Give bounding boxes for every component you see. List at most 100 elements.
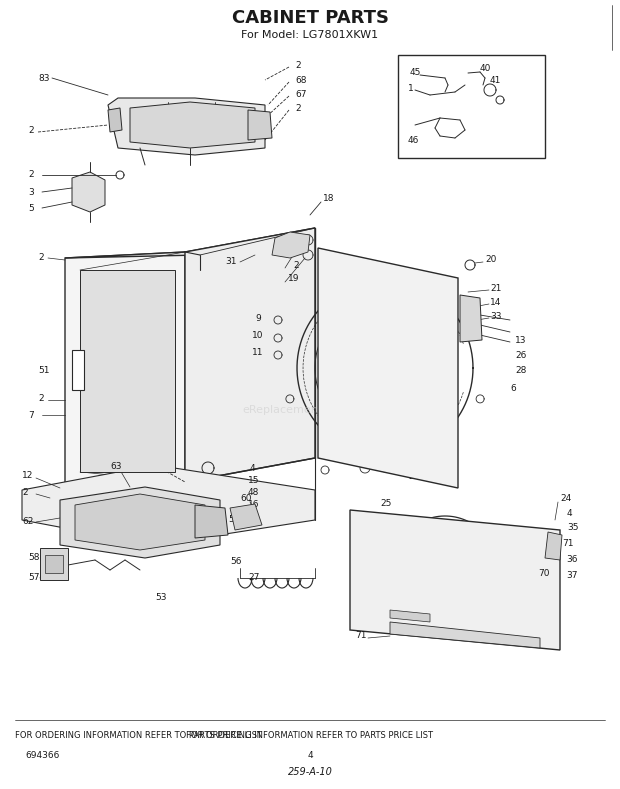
Text: 2: 2 [28, 125, 33, 134]
Text: 10: 10 [252, 331, 264, 339]
Polygon shape [248, 110, 272, 140]
Text: 48: 48 [248, 488, 259, 496]
Text: 35: 35 [567, 523, 578, 533]
Text: 63: 63 [110, 462, 122, 470]
Text: 53: 53 [155, 593, 167, 603]
Text: 2: 2 [22, 488, 28, 496]
Text: 13: 13 [515, 335, 526, 345]
Text: eReplacementParts.com: eReplacementParts.com [242, 405, 378, 415]
Polygon shape [168, 103, 212, 147]
Text: 11: 11 [252, 347, 264, 357]
Text: 4: 4 [567, 510, 573, 518]
Polygon shape [110, 502, 150, 542]
Text: 58: 58 [28, 554, 40, 563]
Polygon shape [322, 283, 330, 291]
Polygon shape [476, 395, 484, 403]
Text: 49: 49 [390, 458, 401, 466]
Text: 2: 2 [295, 103, 301, 113]
Text: 19: 19 [288, 274, 299, 282]
Text: 21: 21 [490, 283, 502, 293]
Text: 2: 2 [295, 61, 301, 69]
Text: 71: 71 [562, 540, 574, 548]
Polygon shape [65, 252, 185, 488]
Text: 1: 1 [408, 84, 414, 92]
Text: 68: 68 [295, 76, 306, 84]
Polygon shape [381, 464, 389, 472]
Text: 67: 67 [295, 89, 306, 99]
Polygon shape [45, 555, 63, 573]
Text: 2: 2 [408, 472, 414, 481]
Text: 20: 20 [485, 256, 497, 264]
Polygon shape [390, 610, 430, 622]
Polygon shape [72, 172, 105, 212]
Text: 2: 2 [38, 253, 43, 263]
Polygon shape [545, 532, 562, 560]
Text: 4: 4 [307, 750, 313, 760]
Text: CABINET PARTS: CABINET PARTS [231, 9, 389, 27]
Text: 23: 23 [355, 350, 366, 360]
Text: 31: 31 [225, 257, 236, 267]
Text: FOR ORDERING INFORMATION REFER TO PARTS PRICE LIST: FOR ORDERING INFORMATION REFER TO PARTS … [187, 731, 433, 739]
Polygon shape [184, 119, 196, 131]
Polygon shape [108, 108, 122, 132]
Text: 5: 5 [28, 204, 33, 212]
Text: 4: 4 [250, 463, 255, 473]
Polygon shape [22, 465, 315, 545]
Text: 2: 2 [38, 394, 43, 402]
Text: FOR ORDERING INFORMATION REFER TO PARTS PRICE LIST: FOR ORDERING INFORMATION REFER TO PARTS … [15, 731, 262, 739]
Polygon shape [272, 232, 310, 258]
Polygon shape [60, 487, 220, 558]
Text: 2: 2 [293, 260, 299, 270]
Text: 45: 45 [410, 68, 422, 77]
Text: 24: 24 [560, 493, 571, 503]
Polygon shape [80, 270, 175, 472]
Polygon shape [350, 510, 560, 650]
Polygon shape [185, 228, 315, 482]
Text: 15: 15 [248, 476, 260, 484]
Polygon shape [195, 505, 228, 538]
Polygon shape [460, 295, 482, 342]
Text: 25: 25 [380, 499, 391, 507]
Text: For Model: LG7801XKW1: For Model: LG7801XKW1 [241, 30, 379, 40]
Text: 56: 56 [230, 558, 242, 567]
Polygon shape [65, 228, 315, 258]
Polygon shape [440, 283, 448, 291]
Text: 83: 83 [38, 73, 50, 83]
Text: 60: 60 [240, 493, 252, 503]
Text: 259-A-10: 259-A-10 [288, 767, 332, 777]
Text: 12: 12 [22, 470, 33, 480]
Text: 7: 7 [28, 410, 33, 420]
Polygon shape [286, 395, 294, 403]
Bar [398, 55, 545, 158]
Text: 27: 27 [248, 574, 259, 582]
Polygon shape [40, 548, 68, 580]
Polygon shape [230, 504, 262, 530]
Text: 6: 6 [510, 383, 516, 392]
Text: 36: 36 [566, 555, 577, 564]
Text: 46: 46 [408, 136, 419, 144]
Text: 71: 71 [355, 631, 366, 641]
Bar [72, 350, 84, 390]
Text: 16: 16 [248, 499, 260, 508]
Text: 38: 38 [355, 373, 366, 383]
Text: 33: 33 [490, 312, 502, 320]
Polygon shape [75, 494, 205, 550]
Text: 3: 3 [28, 188, 33, 196]
Text: 14: 14 [490, 297, 502, 306]
Text: 59: 59 [228, 515, 239, 525]
Text: 26: 26 [515, 350, 526, 360]
Text: 62: 62 [22, 518, 33, 526]
Text: 51: 51 [38, 365, 50, 375]
Text: 61: 61 [108, 521, 120, 529]
Text: 41: 41 [490, 76, 502, 84]
Polygon shape [318, 248, 458, 488]
Polygon shape [108, 98, 265, 155]
Polygon shape [390, 622, 540, 648]
Text: 18: 18 [323, 193, 335, 203]
Text: 37: 37 [566, 571, 577, 581]
Polygon shape [130, 102, 255, 148]
Text: 40: 40 [480, 63, 492, 73]
Text: 9: 9 [255, 313, 261, 323]
Polygon shape [465, 260, 475, 270]
Text: 2: 2 [28, 170, 33, 178]
